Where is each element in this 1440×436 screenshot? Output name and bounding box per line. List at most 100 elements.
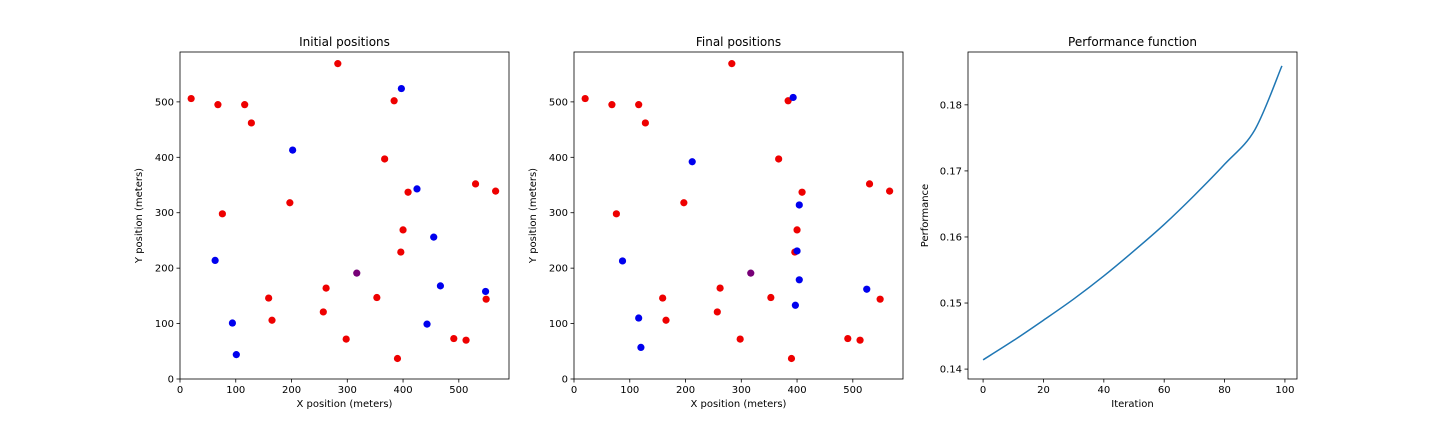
data-point-red bbox=[390, 97, 398, 105]
y-axis-label: Y position (meters) bbox=[134, 168, 145, 264]
data-point-red bbox=[641, 119, 649, 127]
data-point-red bbox=[373, 293, 381, 302]
chart-title: Performance function bbox=[1068, 35, 1197, 49]
y-tick-label: 0 bbox=[168, 375, 174, 386]
y-tick-label: 400 bbox=[549, 153, 568, 164]
y-tick-label: 300 bbox=[549, 208, 568, 219]
x-tick-label: 400 bbox=[394, 385, 413, 396]
data-point-blue bbox=[637, 343, 645, 352]
plot-data bbox=[982, 65, 1283, 361]
y-tick-label: 0 bbox=[562, 375, 568, 386]
y-tick-label: 200 bbox=[155, 264, 174, 275]
data-point-red bbox=[775, 155, 783, 163]
chart-panel-3: Performance function Iteration Performance… bbox=[920, 35, 1298, 410]
data-point-red bbox=[659, 294, 667, 302]
plot-frame bbox=[179, 51, 510, 380]
x-tick-label: 500 bbox=[449, 385, 468, 396]
data-point-red bbox=[218, 210, 226, 218]
data-point-blue bbox=[481, 287, 490, 296]
data-point-red bbox=[393, 354, 402, 363]
data-point-red bbox=[471, 180, 480, 188]
data-point-purple bbox=[747, 269, 755, 277]
data-point-blue bbox=[789, 93, 797, 102]
data-point-blue bbox=[436, 282, 445, 290]
data-point-blue bbox=[289, 146, 297, 154]
y-tick-label: 0.15 bbox=[940, 299, 962, 310]
data-point-blue bbox=[795, 201, 803, 209]
data-point-red bbox=[581, 94, 589, 103]
y-tick-label: 500 bbox=[549, 97, 568, 108]
data-point-red bbox=[713, 308, 721, 316]
data-point-red bbox=[492, 187, 500, 195]
data-point-red bbox=[450, 334, 458, 343]
data-point-red bbox=[404, 188, 412, 196]
data-point-red bbox=[214, 101, 222, 109]
data-point-red bbox=[381, 155, 389, 163]
data-point-red bbox=[286, 199, 294, 207]
x-tick-label: 100 bbox=[226, 385, 245, 396]
y-tick-label: 0.16 bbox=[940, 232, 962, 243]
data-point-red bbox=[265, 294, 273, 302]
data-point-red bbox=[482, 295, 490, 303]
data-point-red bbox=[635, 101, 643, 109]
x-tick-label: 200 bbox=[282, 385, 301, 396]
data-point-red bbox=[886, 187, 894, 195]
data-point-purple bbox=[353, 269, 361, 277]
chart-title: Final positions bbox=[696, 35, 781, 49]
data-point-blue bbox=[793, 247, 801, 255]
y-tick-label: 500 bbox=[155, 97, 174, 108]
data-point-red bbox=[187, 94, 195, 103]
data-point-red bbox=[247, 119, 255, 127]
data-point-blue bbox=[397, 84, 405, 93]
plot-data bbox=[187, 60, 500, 363]
x-tick-label: 80 bbox=[1218, 385, 1231, 396]
data-point-red bbox=[612, 210, 620, 218]
data-point-red bbox=[865, 180, 874, 188]
x-tick-label: 60 bbox=[1158, 385, 1171, 396]
data-point-red bbox=[767, 293, 775, 302]
data-point-blue bbox=[228, 319, 237, 327]
chart-panel-1: Initial positions X position (meters) Y po… bbox=[134, 35, 510, 410]
x-tick-label: 300 bbox=[732, 385, 751, 396]
plot-frame bbox=[573, 51, 904, 380]
data-point-red bbox=[319, 308, 327, 316]
y-tick-label: 0.14 bbox=[940, 365, 962, 376]
data-point-red bbox=[662, 316, 670, 324]
y-tick-label: 0.18 bbox=[940, 100, 962, 111]
data-point-red bbox=[716, 284, 724, 292]
data-point-red bbox=[608, 101, 616, 109]
x-axis-label: X position (meters) bbox=[297, 399, 393, 410]
x-tick-label: 0 bbox=[980, 385, 986, 396]
data-point-red bbox=[342, 335, 350, 343]
data-point-red bbox=[844, 334, 852, 343]
x-tick-label: 20 bbox=[1037, 385, 1050, 396]
x-tick-label: 0 bbox=[571, 385, 577, 396]
data-point-red bbox=[798, 188, 806, 196]
x-tick-label: 100 bbox=[620, 385, 639, 396]
data-point-blue bbox=[413, 185, 421, 193]
y-axis-label: Y position (meters) bbox=[528, 168, 539, 264]
data-point-red bbox=[728, 60, 736, 68]
data-point-red bbox=[268, 316, 276, 324]
x-tick-label: 200 bbox=[676, 385, 695, 396]
data-point-red bbox=[397, 248, 405, 256]
data-point-blue bbox=[618, 257, 627, 265]
data-point-red bbox=[856, 336, 864, 344]
x-tick-label: 300 bbox=[338, 385, 357, 396]
y-tick-label: 300 bbox=[155, 208, 174, 219]
data-point-blue bbox=[423, 320, 431, 328]
x-axis-label: X position (meters) bbox=[691, 399, 787, 410]
data-point-red bbox=[787, 354, 796, 363]
data-point-blue bbox=[863, 285, 871, 293]
chart-panel-2: Final positions X position (meters) Y posi… bbox=[528, 35, 904, 410]
data-point-red bbox=[241, 101, 249, 109]
x-tick-label: 500 bbox=[843, 385, 862, 396]
y-tick-label: 0.17 bbox=[940, 166, 962, 177]
y-tick-label: 100 bbox=[155, 319, 174, 330]
performance-line bbox=[982, 65, 1283, 361]
data-point-red bbox=[399, 226, 407, 234]
data-point-blue bbox=[791, 301, 799, 309]
data-point-blue bbox=[232, 351, 240, 359]
